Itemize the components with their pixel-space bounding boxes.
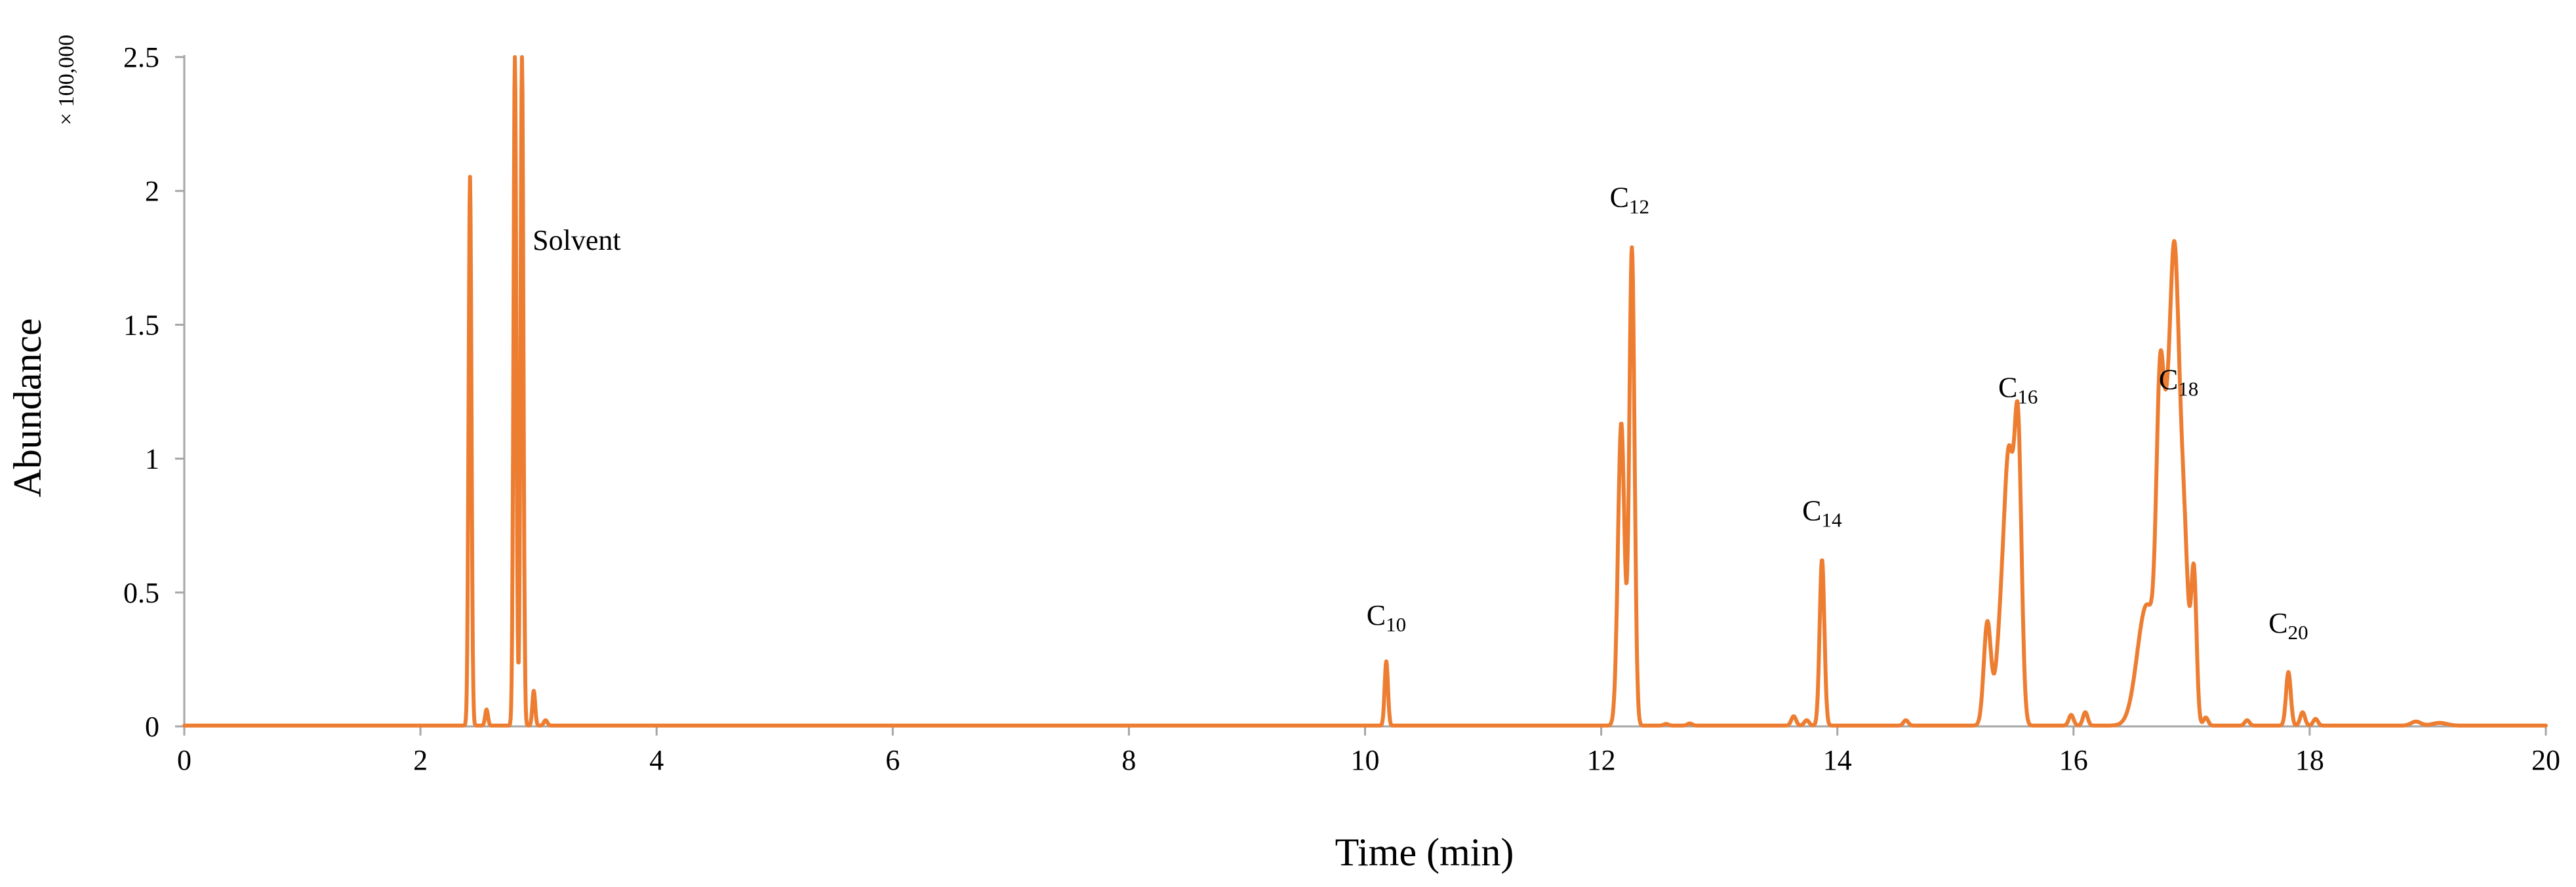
peak-label: Solvent bbox=[533, 224, 620, 256]
x-tick-label: 4 bbox=[649, 744, 664, 776]
peak-label: C18 bbox=[2159, 363, 2198, 400]
x-tick-label: 6 bbox=[885, 744, 900, 776]
y-tick-label: 1 bbox=[145, 443, 159, 475]
peak-label-base: C bbox=[2159, 363, 2178, 395]
x-tick-label: 20 bbox=[2531, 744, 2560, 776]
peak-label: C16 bbox=[1998, 372, 2038, 408]
peak-label-subscript: 12 bbox=[1629, 195, 1649, 218]
y-axis-unit-label: × 100,000 bbox=[54, 35, 79, 125]
y-tick-label: 0 bbox=[145, 711, 159, 743]
x-tick-label: 0 bbox=[177, 744, 191, 776]
y-tick-label: 2 bbox=[145, 175, 159, 207]
x-tick-label: 12 bbox=[1587, 744, 1616, 776]
series-layer bbox=[182, 55, 2548, 728]
peak-label-base: C bbox=[2268, 607, 2287, 639]
peak-label-base: C bbox=[1610, 182, 1629, 214]
peak-label-subscript: 20 bbox=[2288, 621, 2308, 644]
x-tick-label: 16 bbox=[2059, 744, 2088, 776]
peak-label-subscript: 14 bbox=[1821, 509, 1842, 532]
peak-label: C20 bbox=[2268, 607, 2308, 644]
peak-label-base: C bbox=[1802, 495, 1821, 527]
y-axis-title: Abundance bbox=[6, 318, 49, 497]
peak-label-base: C bbox=[1998, 372, 2017, 404]
x-tick-label: 14 bbox=[1823, 744, 1852, 776]
peak-label-subscript: 18 bbox=[2178, 377, 2198, 400]
x-tick-label: 10 bbox=[1351, 744, 1380, 776]
y-tick-label: 1.5 bbox=[123, 309, 159, 341]
y-tick-label: 0.5 bbox=[123, 577, 159, 609]
y-tick-label: 2.5 bbox=[123, 41, 159, 73]
x-tick-label: 18 bbox=[2295, 744, 2324, 776]
peak-label-base: Solvent bbox=[533, 224, 620, 256]
x-axis-title: Time (min) bbox=[1335, 831, 1514, 874]
x-tick-label: 8 bbox=[1121, 744, 1136, 776]
peak-label-subscript: 16 bbox=[2017, 385, 2038, 408]
peak-label-base: C bbox=[1367, 599, 1386, 631]
peak-label: C14 bbox=[1802, 495, 1842, 532]
peak-label-subscript: 10 bbox=[1386, 613, 1406, 636]
x-tick-label: 2 bbox=[413, 744, 428, 776]
series-line-0 bbox=[182, 55, 2548, 728]
peak-label: C12 bbox=[1610, 182, 1649, 218]
peak-label: C10 bbox=[1367, 599, 1406, 636]
